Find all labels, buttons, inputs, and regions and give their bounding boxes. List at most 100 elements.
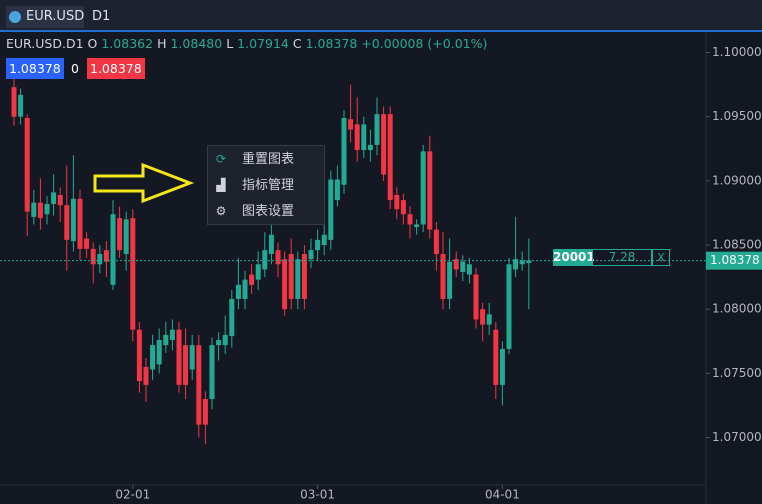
candle-body [176, 329, 182, 385]
order-id[interactable]: 20001 [553, 249, 595, 266]
y-tick-label: 1.10000 [712, 45, 762, 59]
candle-body [130, 218, 136, 330]
candle-body [196, 345, 202, 425]
candle-body [202, 399, 208, 425]
spread: 0 [71, 61, 79, 76]
menu-text: 指标管理 [242, 178, 295, 193]
change: +0.00008 (+0.01%) [361, 36, 488, 51]
candle-body [453, 259, 459, 270]
menu-item[interactable]: ⚙ 图表设置 [208, 199, 324, 225]
candle-body [183, 345, 189, 385]
candle-body [51, 192, 57, 204]
candle-body [400, 200, 406, 215]
candle-body [493, 329, 499, 385]
bid-badge[interactable]: 1.08378 [6, 58, 64, 79]
candle-body [249, 274, 255, 285]
candle-body [189, 345, 195, 370]
x-tick-label: 02-01 [115, 488, 150, 502]
candle-body [262, 250, 268, 270]
candle-body [44, 203, 50, 215]
candle-body [169, 329, 175, 340]
candle-body [255, 264, 261, 280]
candle-body [440, 254, 446, 299]
menu-text: 重置图表 [242, 152, 295, 167]
symbol-icon [9, 11, 21, 23]
label: H [157, 36, 167, 51]
candle-body [18, 94, 24, 117]
menu-item[interactable]: ▟ 指标管理 [208, 173, 324, 199]
quote-line: EUR.USD.D1 O 1.08362 H 1.08480 L 1.07914 C 1.083… [6, 36, 491, 51]
candle-body [268, 234, 274, 255]
candle-body [282, 259, 288, 310]
menu-text: 图表设置 [242, 204, 295, 219]
ask-badge[interactable]: 1.08378 [87, 58, 145, 79]
y-tick-label: 1.08500 [712, 238, 762, 252]
candle-body [387, 114, 393, 201]
candle-body [420, 151, 426, 225]
candle-body [150, 345, 156, 370]
label: O [87, 36, 98, 51]
candle-body [222, 334, 228, 346]
candle-body [77, 198, 83, 249]
y-tick-label: 1.08000 [712, 302, 762, 316]
candle-body [143, 366, 149, 385]
candle-body [84, 238, 90, 249]
candle-body [295, 259, 301, 299]
candle-body [460, 261, 466, 272]
candle-body [301, 254, 307, 299]
candle-body [519, 260, 525, 265]
candle-body [288, 254, 294, 299]
last-price-box [706, 251, 762, 270]
x-tick-label: 04-01 [485, 488, 520, 502]
candle-body [447, 261, 453, 299]
candle-body [427, 151, 433, 230]
value: 1.08378 [305, 36, 358, 51]
menu-item[interactable]: ⟳ 重置图表 [208, 147, 324, 173]
candle-body [163, 334, 169, 346]
candle-body [103, 250, 109, 262]
candle-body [328, 179, 334, 240]
candle-body [31, 202, 37, 217]
candle-body [499, 348, 505, 385]
candle-body [242, 279, 248, 299]
candle-body [354, 124, 360, 151]
candle-body [209, 345, 215, 400]
value: 1.07914 [237, 36, 289, 51]
candle-body [308, 250, 314, 260]
order-close[interactable]: X [652, 249, 670, 266]
candle-body [229, 298, 235, 337]
arrow-annotation [93, 162, 195, 204]
symbol: EUR.USD.D1 [6, 36, 84, 51]
candle-body [117, 218, 123, 251]
label: C [292, 36, 302, 51]
period-tab[interactable]: D1 [92, 9, 111, 24]
candle-body [526, 260, 532, 263]
candle-body [275, 250, 281, 265]
candle-body [156, 339, 162, 365]
label: L [226, 36, 234, 51]
candle-body [37, 202, 43, 219]
candle-body [64, 205, 70, 240]
candle-body [473, 274, 479, 320]
candle-body [506, 264, 512, 349]
candle-body [466, 264, 472, 275]
candle-body [57, 194, 63, 206]
candle-body [315, 239, 321, 251]
candle-body [11, 87, 17, 117]
candle-body [361, 124, 367, 151]
candle-body [394, 194, 400, 210]
candle-body [334, 179, 340, 201]
symbol-tab[interactable]: EUR.USD [6, 6, 84, 28]
candle-body [341, 117, 347, 185]
candle-body [97, 254, 103, 265]
context-menu: ⟳ 重置图表 ▟ 指标管理 ⚙ 图表设置 [207, 145, 325, 225]
candle-body [110, 214, 116, 285]
value: 1.08480 [170, 36, 223, 51]
candle-body [90, 248, 96, 265]
order-value: 7.28 [592, 249, 652, 266]
candle-body [407, 214, 413, 225]
value: 1.08362 [101, 36, 154, 51]
candle-body [70, 198, 76, 242]
candle-body [433, 229, 439, 255]
